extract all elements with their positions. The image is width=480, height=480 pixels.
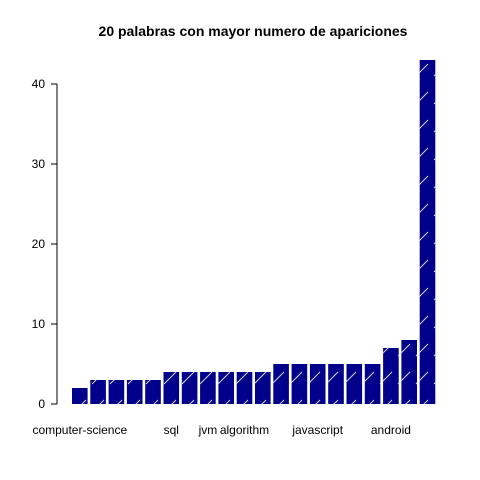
x-category-label: android (371, 423, 411, 437)
bar-hatch (163, 372, 180, 404)
bars (72, 60, 436, 404)
bar-hatch (273, 364, 289, 404)
bar-hatch (346, 364, 363, 404)
bar-hatch (108, 380, 125, 404)
bar-hatch (126, 380, 143, 404)
bar-hatch (419, 60, 436, 404)
x-category-label: computer-science (32, 423, 127, 437)
bar-hatch (200, 372, 216, 404)
y-tick-label: 30 (32, 157, 46, 171)
bar-hatch (90, 380, 106, 404)
x-category-label: algorithm (220, 423, 269, 437)
bar-hatch (364, 364, 381, 404)
y-axis: 0 10 20 30 40 (32, 77, 58, 411)
y-tick-label: 0 (38, 397, 45, 411)
bar-hatch (255, 372, 271, 404)
bar-hatch (145, 380, 161, 404)
bar-hatch (181, 372, 198, 404)
y-tick-label: 20 (32, 237, 46, 251)
chart-title: 20 palabras con mayor numero de aparicio… (99, 23, 408, 39)
bar-hatch (401, 340, 417, 404)
bar-hatch (328, 364, 344, 404)
y-tick-label: 10 (32, 317, 46, 331)
x-category-label: sql (164, 423, 179, 437)
x-category-label: jvm (198, 423, 218, 437)
bar-hatch (291, 364, 308, 404)
bar-hatch (72, 388, 88, 404)
bar-hatch (309, 364, 326, 404)
bar-hatch (218, 372, 234, 404)
x-category-label: javascript (291, 423, 343, 437)
x-axis-labels: computer-science sql jvm algorithm javascrip… (32, 423, 410, 437)
bar-hatch (236, 372, 253, 404)
y-tick-label: 40 (32, 77, 46, 91)
bar-hatch (383, 348, 399, 404)
